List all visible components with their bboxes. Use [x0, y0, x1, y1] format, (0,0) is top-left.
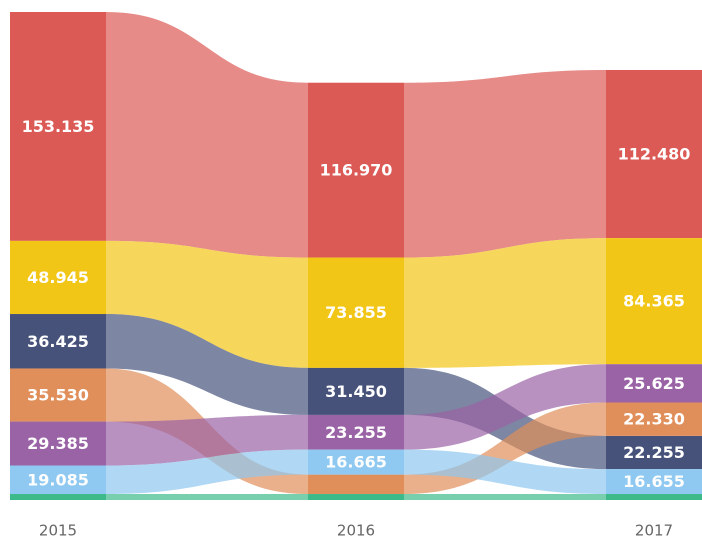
ribbon — [404, 364, 606, 450]
bar — [308, 414, 404, 450]
ribbon — [404, 449, 606, 495]
bar — [308, 494, 404, 500]
ribbon — [404, 69, 606, 258]
x-tick-label: 2016 — [337, 522, 375, 540]
value-label: 29.385 — [27, 434, 89, 453]
value-label: 112.480 — [618, 145, 691, 164]
bar — [10, 240, 106, 315]
value-label: 23.255 — [325, 423, 387, 442]
bar — [10, 421, 106, 466]
bar — [10, 368, 106, 422]
value-label: 48.945 — [27, 268, 89, 287]
bar — [606, 238, 702, 365]
ribbon — [106, 494, 308, 500]
bar — [10, 314, 106, 369]
ribbon — [106, 12, 308, 258]
value-label: 36.425 — [27, 332, 89, 351]
bar — [606, 69, 702, 239]
bar — [606, 435, 702, 470]
value-label: 25.625 — [623, 374, 685, 393]
bar — [10, 494, 106, 500]
value-label: 73.855 — [325, 303, 387, 322]
bar — [606, 469, 702, 495]
value-label: 116.970 — [320, 161, 393, 180]
ribbon — [106, 314, 308, 415]
ribbon — [106, 449, 308, 495]
ribbon — [106, 414, 308, 466]
value-label: 31.450 — [325, 382, 387, 401]
value-label: 16.655 — [623, 472, 685, 491]
bar — [606, 364, 702, 403]
value-label: 22.255 — [623, 443, 685, 462]
value-label: 19.085 — [27, 470, 89, 489]
bar — [308, 449, 404, 475]
value-label: 22.330 — [623, 410, 685, 429]
bar — [308, 367, 404, 415]
x-tick-label: 2015 — [39, 522, 77, 540]
bar — [308, 474, 404, 495]
bar — [308, 82, 404, 258]
ribbon — [404, 494, 606, 500]
bar — [308, 257, 404, 368]
bar — [10, 465, 106, 495]
bar — [606, 494, 702, 500]
value-label: 153.135 — [22, 117, 95, 136]
value-label: 35.530 — [27, 386, 89, 405]
bar — [10, 12, 106, 241]
ribbon — [106, 240, 308, 368]
bar — [606, 402, 702, 436]
value-label: 16.665 — [325, 453, 387, 472]
ribbon — [404, 238, 606, 368]
x-tick-label: 2017 — [635, 522, 673, 540]
value-label: 84.365 — [623, 292, 685, 311]
